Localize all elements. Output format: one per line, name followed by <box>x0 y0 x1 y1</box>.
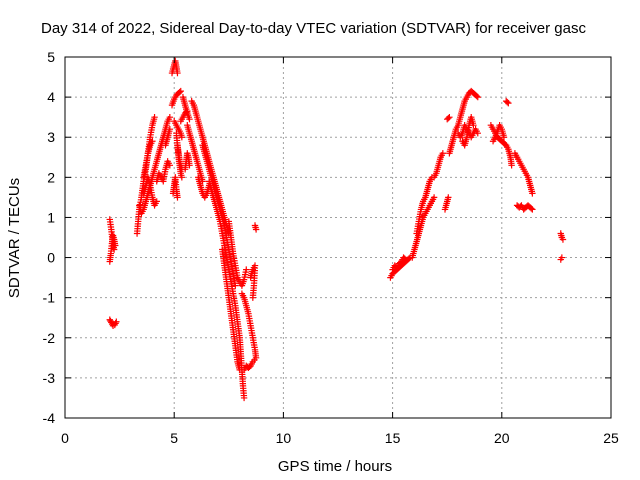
data-point <box>473 92 480 100</box>
data-point <box>112 242 119 249</box>
data-point <box>500 134 508 141</box>
data-point <box>106 316 113 323</box>
y-tick-label: -1 <box>43 290 56 306</box>
x-tick-label: 5 <box>170 430 178 446</box>
axis-ticks: 0 5 10 15 20 25 -4 -3 -2 -1 0 1 2 3 4 5 <box>43 49 619 446</box>
plot-frame <box>64 56 612 419</box>
data-point <box>153 198 160 205</box>
data-point <box>186 115 193 123</box>
data-point <box>401 255 408 262</box>
data-point <box>232 282 239 289</box>
data-point <box>240 366 248 374</box>
data-point <box>149 138 156 145</box>
data-point <box>178 134 186 141</box>
data-point <box>113 318 120 325</box>
data-point <box>240 394 248 402</box>
data-point <box>151 113 158 121</box>
data-point <box>249 294 257 301</box>
data-point <box>174 194 181 201</box>
y-tick-label: 5 <box>47 49 55 65</box>
data-point <box>177 87 184 95</box>
data-point <box>186 162 193 169</box>
data-point <box>474 93 481 101</box>
data-point <box>178 174 186 181</box>
y-axis-label: SDTVAR / TECUs <box>6 178 23 298</box>
data-point <box>529 190 536 197</box>
x-tick-label: 10 <box>276 430 292 446</box>
x-tick-label: 15 <box>385 430 401 446</box>
x-tick-label: 0 <box>61 430 69 446</box>
data-point <box>529 206 536 213</box>
data-point <box>504 98 511 106</box>
data-point <box>166 126 174 133</box>
y-tick-label: 3 <box>47 129 55 145</box>
data-point <box>252 226 260 233</box>
data-point <box>166 113 174 121</box>
data-points <box>106 57 567 402</box>
y-tick-label: -3 <box>43 370 56 386</box>
y-tick-label: -2 <box>43 330 56 346</box>
data-point <box>166 162 174 169</box>
data-point <box>439 150 447 157</box>
data-point <box>445 114 452 122</box>
data-point <box>505 99 512 107</box>
data-point <box>445 194 452 201</box>
x-axis-label: GPS time / hours <box>278 458 392 475</box>
data-point <box>446 113 453 121</box>
y-tick-label: 1 <box>47 209 55 225</box>
data-point <box>402 256 409 263</box>
data-point <box>243 266 250 273</box>
data-point <box>508 162 515 169</box>
y-tick-label: -4 <box>43 410 56 426</box>
y-tick-label: 2 <box>47 169 55 185</box>
data-point <box>176 88 183 96</box>
x-tick-label: 20 <box>494 430 510 446</box>
data-point <box>430 194 438 201</box>
data-point <box>470 121 477 129</box>
x-tick-label: 25 <box>603 430 619 446</box>
chart-title: Day 314 of 2022, Sidereal Day-to-day VTE… <box>41 20 586 37</box>
y-tick-label: 0 <box>47 250 55 266</box>
data-point <box>558 254 566 261</box>
data-point <box>474 130 481 137</box>
y-tick-label: 4 <box>47 89 55 105</box>
data-point <box>559 236 567 243</box>
data-point <box>174 69 181 77</box>
gridlines <box>65 57 611 418</box>
data-point <box>528 205 535 212</box>
